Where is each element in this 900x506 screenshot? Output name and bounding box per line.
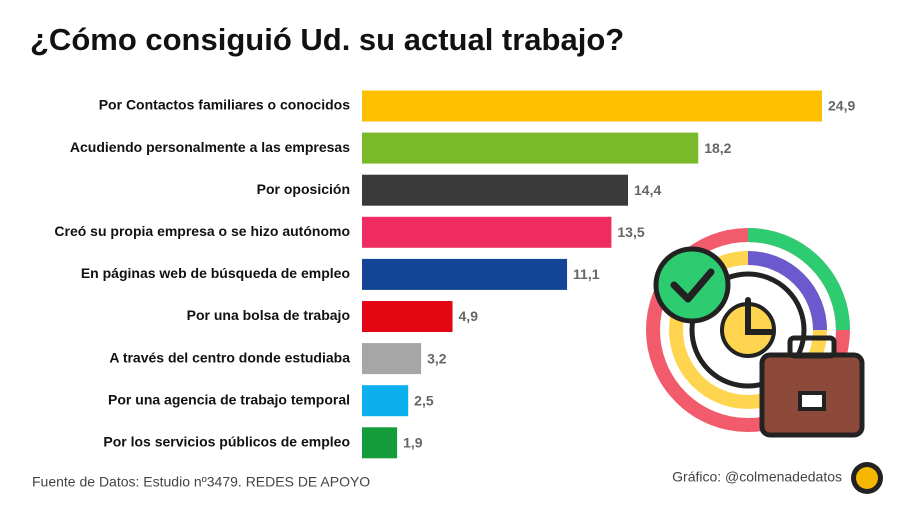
source-note: Fuente de Datos: Estudio nº3479. REDES D… (32, 474, 370, 490)
category-label: Por oposición (257, 181, 350, 197)
value-label: 11,1 (573, 266, 600, 282)
logo (851, 462, 883, 494)
bar (362, 216, 612, 248)
category-label: Por Contactos familiares o conocidos (99, 97, 350, 113)
value-label: 1,9 (403, 435, 423, 451)
category-label: Acudiendo personalmente a las empresas (70, 139, 350, 155)
bar (362, 343, 422, 375)
bar (362, 301, 453, 332)
credit: Gráfico: @colmenadedatos (672, 469, 842, 485)
bar (362, 258, 568, 290)
bar (362, 174, 629, 206)
bar (362, 427, 398, 459)
bar (362, 90, 822, 122)
value-label: 2,5 (414, 392, 434, 408)
category-label: Creó su propia empresa o se hizo autónom… (54, 223, 350, 239)
value-label: 13,5 (617, 224, 644, 240)
category-label: Por los servicios públicos de empleo (103, 434, 350, 450)
chart-title: ¿Cómo consiguió Ud. su actual trabajo? (30, 22, 624, 57)
value-label: 14,4 (634, 182, 661, 198)
value-label: 3,2 (427, 350, 447, 366)
value-label: 4,9 (459, 308, 479, 324)
bar (362, 385, 409, 417)
bar (362, 132, 699, 164)
value-label: 24,9 (828, 98, 855, 114)
category-label: A través del centro donde estudiaba (109, 349, 350, 365)
value-label: 18,2 (704, 140, 731, 156)
decorative-icon (646, 228, 865, 438)
category-label: En páginas web de búsqueda de empleo (81, 265, 350, 281)
category-label: Por una bolsa de trabajo (187, 307, 350, 323)
category-label: Por una agencia de trabajo temporal (108, 391, 350, 407)
